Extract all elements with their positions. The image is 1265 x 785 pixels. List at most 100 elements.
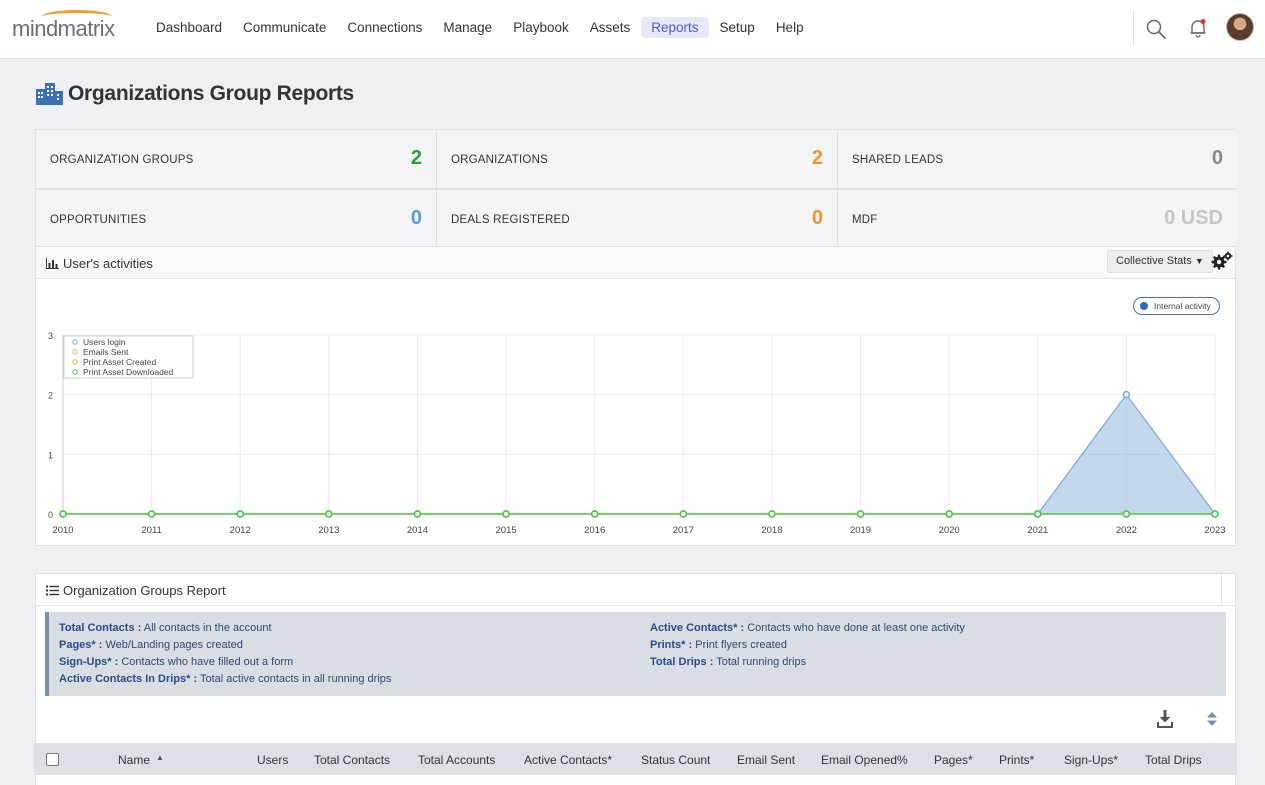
column-header-label: Active Contacts* [524,753,613,767]
internal-activity-toggle[interactable]: Internal activity [1133,297,1220,315]
collective-stats-dropdown[interactable]: Collective Stats ▼ [1107,250,1213,273]
x-tick-label: 2019 [850,525,871,536]
data-point [413,510,422,518]
user-avatar[interactable] [1226,13,1254,41]
bell-icon[interactable] [1188,18,1208,38]
legend-row: Total Contacts : All contacts in the acc… [59,621,391,638]
legend-marker [72,369,78,375]
nav-manage[interactable]: Manage [443,20,493,35]
report-legend: Total Contacts : All contacts in the acc… [45,612,1226,696]
data-point [590,510,599,518]
x-tick-label: 2020 [939,525,960,536]
logo-arc [42,10,112,24]
column-header-pages[interactable]: Pages* [934,753,973,767]
organization-groups-report: Organization Groups Report Total Contact… [34,573,1237,785]
legend-row: Sign-Ups* : Contacts who have filled out… [59,655,391,672]
x-tick-label: 2013 [318,525,339,536]
caret-down-icon: ▼ [1194,256,1204,266]
stat-card-mdf: MDF 0 USD [837,190,1237,248]
mindmatrix-logo[interactable]: mindmatrix [12,10,115,42]
legend-marker [72,349,78,355]
legend-label: Print Asset Downloaded [83,367,174,377]
legend-right-column: Active Contacts* : Contacts who have don… [650,621,965,672]
nav-assets[interactable]: Assets [589,20,631,35]
x-tick-label: 2011 [141,525,161,536]
x-tick-label: 2014 [407,525,428,536]
column-header-active-contacts[interactable]: Active Contacts* [524,753,612,767]
column-header-email-sent[interactable]: Email Sent [737,753,795,767]
stat-label: DEALS REGISTERED [451,214,570,226]
bar-chart-icon [46,258,59,269]
download-icon[interactable] [1157,710,1173,728]
report-title: Organization Groups Report [46,583,226,598]
stat-value: 0 [1211,147,1223,169]
data-point [236,510,244,518]
stat-value: 0 USD [1164,207,1223,229]
column-header-label: Name [118,753,151,767]
column-header-prints[interactable]: Prints* [999,753,1034,767]
x-tick-label: 2015 [496,525,517,536]
report-title-text: Organization Groups Report [63,583,226,598]
legend-description: Total running drips [713,656,807,668]
column-header-name[interactable]: Name ▲ [118,753,164,767]
legend-marker [72,359,78,365]
stat-card-opportunities: OPPORTUNITIES 0 [36,190,436,248]
column-header-label: Users [257,753,289,767]
stat-label: ORGANIZATION GROUPS [50,154,194,166]
top-navigation-bar: mindmatrix Dashboard Communicate Connectio… [0,0,1265,59]
nav-setup[interactable]: Setup [719,20,755,35]
legend-row: Active Contacts* : Contacts who have don… [650,621,965,638]
legend-label: Emails Sent [83,347,129,357]
legend-description: Web/Landing pages created [102,639,243,651]
column-header-users[interactable]: Users [257,753,288,767]
y-tick-label: 3 [48,331,53,341]
stat-card-organizations: ORGANIZATIONS 2 [436,130,837,188]
column-header-label: Prints* [999,753,1035,767]
stat-value: 0 [811,207,823,229]
sort-icon[interactable] [1206,711,1218,727]
nav-help[interactable]: Help [775,20,804,35]
chart-legend-box [63,335,194,379]
legend-term: Sign-Ups* : [59,656,119,668]
legend-description: Contacts who have filled out a form [118,656,294,668]
nav-communicate[interactable]: Communicate [243,20,327,35]
search-icon[interactable] [1146,19,1166,39]
x-tick-label: 2010 [52,525,73,536]
sort-ascending-icon: ▲ [156,753,164,762]
column-header-sign-ups[interactable]: Sign-Ups* [1064,753,1118,767]
data-point [147,510,156,518]
data-point [1122,510,1131,518]
main-nav: Dashboard Communicate Connections Manage Pla… [146,17,815,38]
legend-row: Prints* : Print flyers created [650,638,965,655]
nav-reports[interactable]: Reports [641,17,709,38]
column-header-total-contacts[interactable]: Total Contacts [314,753,390,767]
legend-left-column: Total Contacts : All contacts in the acc… [59,621,391,689]
column-header-total-accounts[interactable]: Total Accounts [418,753,495,767]
data-point [1211,510,1219,518]
table-header: Name ▲ Users Total Contacts Total Accounts Ac… [34,743,1237,775]
x-tick-label: 2023 [1204,525,1225,536]
legend-description: Print flyers created [692,639,787,651]
nav-connections[interactable]: Connections [347,20,423,35]
page-header: Organizations Group Reports [36,82,354,106]
legend-label: Print Asset Created [83,357,157,367]
data-point [856,510,865,518]
nav-playbook[interactable]: Playbook [513,20,569,35]
legend-row: Total Drips : Total running drips [650,655,965,672]
x-tick-label: 2018 [761,525,782,536]
column-header-total-drips[interactable]: Total Drips [1145,753,1202,767]
stat-label: ORGANIZATIONS [451,154,548,166]
series-area-0 [63,394,1215,514]
column-header-email-opened[interactable]: Email Opened% [821,753,908,767]
nav-dashboard[interactable]: Dashboard [156,20,223,35]
select-all-checkbox[interactable] [46,753,59,766]
column-header-status-count[interactable]: Status Count [641,753,710,767]
legend-row: Pages* : Web/Landing pages created [59,638,391,655]
stat-label: SHARED LEADS [852,154,944,166]
data-point [502,510,510,518]
column-header-label: Sign-Ups* [1064,753,1119,767]
settings-gears-icon[interactable] [1211,250,1233,272]
x-tick-label: 2021 [1027,525,1048,536]
activities-title-text: User's activities [63,256,153,271]
stat-card-deals-registered: DEALS REGISTERED 0 [436,190,837,248]
